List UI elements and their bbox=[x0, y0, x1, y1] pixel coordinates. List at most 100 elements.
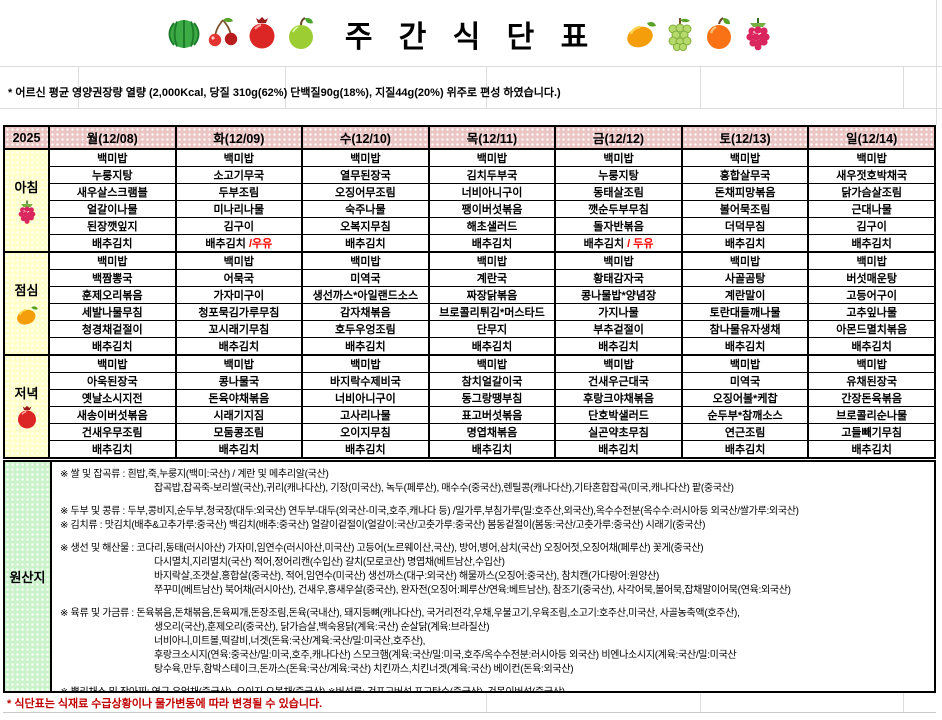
menu-cell: 배추김치 bbox=[554, 337, 683, 356]
gridline bbox=[903, 66, 904, 108]
gridline bbox=[285, 66, 286, 108]
title-row: 주 간 식 단 표 bbox=[0, 4, 942, 64]
menu-cell: 짜장닭볶음 bbox=[427, 286, 557, 304]
menu-cell: 너비아니구이 bbox=[301, 389, 430, 407]
gridline bbox=[903, 693, 904, 713]
menu-cell: 버섯매운탕 bbox=[807, 269, 936, 287]
menu-item-suffix: /우유 bbox=[245, 238, 273, 250]
menu-cell: 동태살조림 bbox=[554, 183, 683, 201]
menu-cell: 배추김치 bbox=[680, 440, 810, 459]
menu-cell: 연근조림 bbox=[680, 423, 810, 441]
meal-section-점심: 점심 백미밥 백미밥 백미밥 백미밥 백미밥 백미밥 백미밥 백짬뽕국 어묵국 미역국 계란국 황태감자… bbox=[3, 251, 936, 356]
meal-name: 아침 bbox=[14, 179, 39, 195]
menu-cell: 배추김치 bbox=[807, 337, 936, 356]
menu-cell: 어묵국 bbox=[174, 269, 304, 287]
menu-cell: 고추잎나물 bbox=[807, 303, 936, 321]
origin-line: ※ 쌀 및 잡곡류 : 흰밥,죽,누룽지(백미:국산) / 계란 및 메추리알(… bbox=[60, 469, 329, 480]
menu-cell: 백미밥 bbox=[174, 148, 304, 167]
menu-cell: 감자채볶음 bbox=[301, 303, 430, 321]
menu-row: 새우살스크램블 두부조림 오징어무조림 너비아니구이 동태살조림 돈채피망볶음 닭가슴살조림 bbox=[4, 183, 936, 201]
menu-cell: 백미밥 bbox=[427, 354, 557, 373]
menu-cell: 토란대들깨나물 bbox=[680, 303, 810, 321]
menu-cell: 배추김치 bbox=[427, 234, 557, 253]
menu-row: 청경채겉절이 꼬시래기무침 호두우엉조림 단무지 부추겉절이 참나물유자생채 아몬드멸치볶음 bbox=[4, 320, 936, 338]
menu-cell: 계란말이 bbox=[680, 286, 810, 304]
origin-line: 너비아니,미트볼,떡갈비,너겟(돈육:국산/계육:국산/밀:미국산,호주산), bbox=[154, 636, 426, 647]
menu-cell: 돌자반볶음 bbox=[554, 217, 683, 235]
day-header-cell: 목(12/11) bbox=[427, 125, 557, 150]
page-title: 주 간 식 단 표 bbox=[344, 21, 598, 54]
menu-row: 배추김치 배추김치 배추김치 배추김치 배추김치 배추김치 배추김치 bbox=[4, 337, 936, 356]
day-header-cell: 금(12/12) bbox=[554, 125, 683, 150]
meal-label-cell: 저녁 bbox=[3, 354, 50, 459]
menu-row: 저녁 백미밥 백미밥 백미밥 백미밥 백미밥 백미밥 백미밥 bbox=[3, 354, 936, 459]
menu-cell: 백짬뽕국 bbox=[48, 269, 177, 287]
fruit-icons-right bbox=[623, 16, 776, 52]
gridline bbox=[700, 693, 701, 713]
menu-cell: 오이지무침 bbox=[301, 423, 430, 441]
menu-cell: 숙주나물 bbox=[301, 200, 430, 218]
menu-cell: 시래기지짐 bbox=[174, 406, 304, 424]
menu-cell: 백미밥 bbox=[427, 148, 557, 167]
menu-cell: 너비아니구이 bbox=[427, 183, 557, 201]
menu-cell: 백미밥 bbox=[680, 148, 810, 167]
orange-icon bbox=[701, 16, 737, 52]
cherries-icon bbox=[205, 16, 241, 52]
menu-cell: 오징어볼*케찹 bbox=[680, 389, 810, 407]
menu-row: 훈제오리볶음 가자미구이 생선까스*아일랜드소스 짜장닭볶음 콩나물밥*양념장 계란말이 고… bbox=[4, 286, 936, 304]
origin-line: 쭈꾸미(베트남산) 북어채(러시아산), 건새우,홍새우살(중국산), 완자전(… bbox=[154, 585, 791, 596]
menu-table: 2025 월(12/08) 화(12/09) 수(12/10) 목(12/11) 금(12… bbox=[3, 125, 936, 459]
menu-cell: 백미밥 bbox=[427, 251, 557, 270]
menu-row: 배추김치 배추김치 배추김치 배추김치 배추김치 배추김치 배추김치 bbox=[4, 440, 936, 459]
menu-cell: 백미밥 bbox=[554, 354, 683, 373]
menu-cell: 배추김치 bbox=[174, 337, 304, 356]
nutrition-note: * 어르신 평균 영양권장량 열량 (2,000Kcal, 당질 310g(62… bbox=[8, 87, 561, 99]
menu-cell: 브로콜리순나물 bbox=[807, 406, 936, 424]
menu-cell: 백미밥 bbox=[301, 251, 430, 270]
menu-cell: 배추김치 bbox=[301, 440, 430, 459]
menu-row: 세발나물무침 청포묵김가루무침 감자채볶음 브로콜리튀김*머스타드 가지나물 토란대들깨나… bbox=[4, 303, 936, 321]
raspberry-icon bbox=[5, 199, 48, 225]
menu-cell: 누룽지탕 bbox=[48, 166, 177, 184]
menu-cell: 배추김치 bbox=[48, 440, 177, 459]
menu-cell: 청포묵김가루무침 bbox=[174, 303, 304, 321]
menu-cell: 배추김치 bbox=[48, 337, 177, 356]
menu-cell: 백미밥 bbox=[48, 354, 177, 373]
menu-cell: 홍합살무국 bbox=[680, 166, 810, 184]
menu-cell: 가자미구이 bbox=[174, 286, 304, 304]
day-header-cell: 화(12/09) bbox=[174, 125, 304, 150]
menu-cell: 생선까스*아일랜드소스 bbox=[301, 286, 430, 304]
menu-cell: 백미밥 bbox=[807, 148, 936, 167]
menu-row: 백짬뽕국 어묵국 미역국 계란국 황태감자국 사골곰탕 버섯매운탕 bbox=[4, 269, 936, 287]
menu-cell: 실곤약초무침 bbox=[554, 423, 683, 441]
menu-cell: 새송이버섯볶음 bbox=[48, 406, 177, 424]
menu-cell: 아몬드멸치볶음 bbox=[807, 320, 936, 338]
menu-cell: 두부조림 bbox=[174, 183, 304, 201]
menu-cell: 후랑크야채볶음 bbox=[554, 389, 683, 407]
menu-cell: 부추겉절이 bbox=[554, 320, 683, 338]
menu-cell: 김구이 bbox=[174, 217, 304, 235]
menu-item-text: 배추김치 bbox=[205, 238, 246, 250]
menu-cell: 백미밥 bbox=[680, 354, 810, 373]
menu-row: 옛날소시지전 돈육야채볶음 너비아니구이 동그랑땡부침 후랑크야채볶음 오징어볼*케찹 간장… bbox=[4, 389, 936, 407]
menu-cell: 백미밥 bbox=[48, 251, 177, 270]
menu-cell: 고등어구이 bbox=[807, 286, 936, 304]
menu-cell: 배추김치 /우유 bbox=[174, 234, 304, 253]
menu-table-header-row: 2025 월(12/08) 화(12/09) 수(12/10) 목(12/11) 금(12… bbox=[3, 125, 936, 150]
menu-row: 얼갈이나물 미나리나물 숙주나물 팽이버섯볶음 깻순두부무침 볼어묵조림 근대나물 bbox=[4, 200, 936, 218]
menu-cell: 건새우근대국 bbox=[554, 372, 683, 390]
origin-line: ※ 육류 및 가금류 : 돈육볶음,돈채볶음,돈육찌개,돈장조림,돈육(국내산)… bbox=[60, 608, 740, 619]
menu-row: 새송이버섯볶음 시래기지짐 고사리나물 표고버섯볶음 단호박샐러드 순두부*참깨소스 브로콜… bbox=[4, 406, 936, 424]
origin-label: 원산지 bbox=[5, 462, 52, 691]
menu-cell: 호두우엉조림 bbox=[301, 320, 430, 338]
menu-item-text: 배추김치 bbox=[583, 238, 625, 250]
menu-cell: 배추김치 bbox=[427, 440, 557, 459]
origin-line: 다시멸치,지리멸치(국산) 적어,정어리캔(수입산) 갈치(모로코산) 명엽채(… bbox=[154, 557, 505, 568]
pomegranate-icon bbox=[5, 405, 48, 431]
menu-row: 건새우무조림 모둠콩조림 오이지무침 명엽채볶음 실곤약초무침 연근조림 고들빼기무침 bbox=[4, 423, 936, 441]
origin-line: ※ 김치류 : 맛김치(배추&고추가루:중국산) 백김치(배추:중국산) 얼갈이… bbox=[60, 520, 706, 531]
menu-row: 점심 백미밥 백미밥 백미밥 백미밥 백미밥 백미밥 백미밥 bbox=[3, 251, 936, 356]
meal-section-저녁: 저녁 백미밥 백미밥 백미밥 백미밥 백미밥 백미밥 백미밥 아욱된장국 콩나물국 바지락수제비국 참… bbox=[3, 354, 936, 459]
gridline bbox=[486, 66, 487, 108]
menu-cell: 모둠콩조림 bbox=[174, 423, 304, 441]
